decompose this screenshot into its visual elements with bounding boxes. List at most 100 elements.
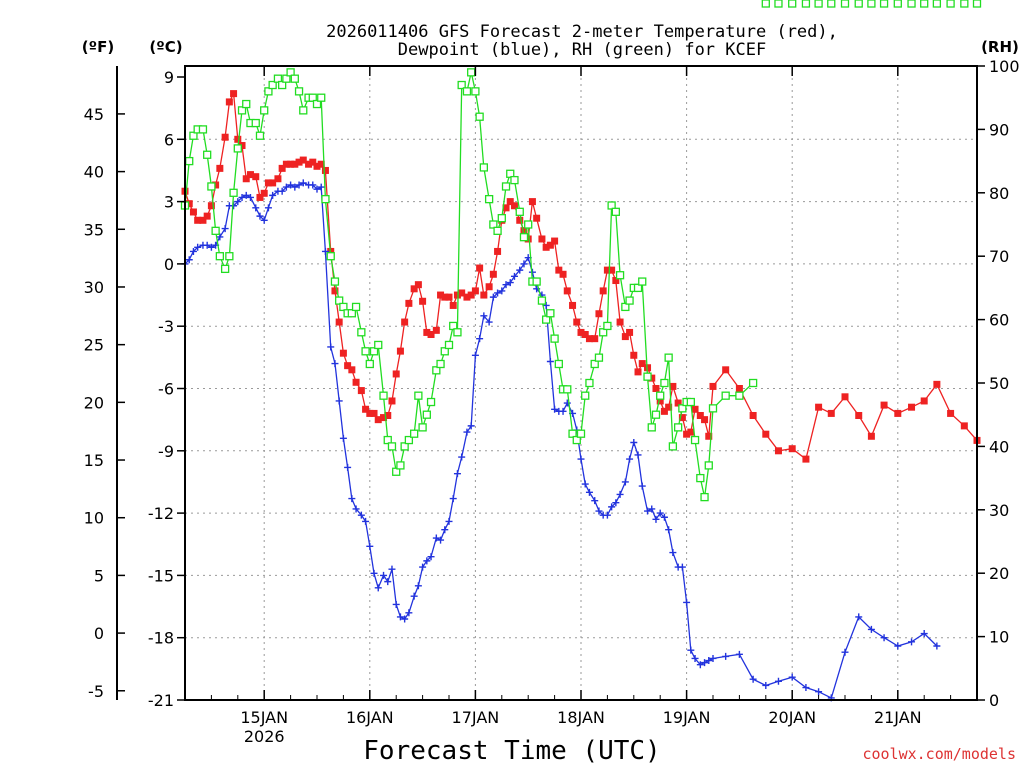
rh-point <box>321 194 330 204</box>
rh-point <box>501 182 511 191</box>
dewpoint-point <box>705 657 713 665</box>
temperature-point <box>696 411 704 419</box>
temperature-point <box>313 162 321 170</box>
temperature-point <box>546 241 554 249</box>
temperature-point <box>467 291 475 299</box>
temperature-point <box>542 243 550 251</box>
dewpoint-point <box>370 569 378 577</box>
temperature-point <box>366 409 374 417</box>
temperature-point <box>652 385 660 392</box>
rh-point <box>854 0 863 8</box>
fahrenheit-tick-label: 15 <box>84 451 104 470</box>
temperature-point <box>380 414 388 422</box>
dewpoint-point <box>616 490 624 498</box>
temperature-point <box>555 266 563 274</box>
dewpoint-point <box>933 642 941 650</box>
temperature-point <box>573 318 581 326</box>
rh-point <box>233 144 242 153</box>
rh-tick-label: 100 <box>989 57 1020 76</box>
rh-point <box>357 328 366 337</box>
rh-point <box>220 264 230 274</box>
temperature-point <box>520 227 528 235</box>
temperature-point <box>788 445 796 453</box>
rh-point <box>594 353 604 362</box>
temperature-point <box>603 266 611 274</box>
rh-point <box>225 252 234 261</box>
rh-unit-label: (RH) <box>981 38 1019 56</box>
temperature-point <box>203 212 211 220</box>
dewpoint-point <box>920 630 928 638</box>
rh-tick-label: 50 <box>989 374 1009 393</box>
rh-point <box>633 283 643 293</box>
dewpoint-point <box>392 600 400 608</box>
dewpoint-point <box>463 428 471 436</box>
temperature-point <box>242 175 250 183</box>
rh-point <box>721 391 730 400</box>
rh-point <box>563 385 572 394</box>
temperature-point <box>264 179 272 187</box>
dewpoint-point <box>485 318 493 326</box>
rh-tick-label: 0 <box>989 691 999 710</box>
rh-point <box>932 0 942 8</box>
temperature-point <box>388 397 396 405</box>
rh-point <box>351 302 361 312</box>
dewpoint-point <box>287 181 295 189</box>
temperature-point <box>485 283 493 291</box>
temperature-point <box>419 297 427 305</box>
rh-point <box>506 169 515 178</box>
temperature-point <box>920 397 928 405</box>
rh-point <box>696 473 705 483</box>
rh-point <box>215 252 224 261</box>
dewpoint-point <box>427 553 435 561</box>
rh-point <box>690 435 700 445</box>
rh-point <box>330 277 340 286</box>
temperature-point <box>709 382 717 390</box>
dewpoint-point <box>449 495 457 503</box>
dewpoint-point <box>317 183 325 191</box>
rh-point <box>299 106 308 115</box>
dewpoint-point <box>867 625 875 633</box>
temperature-point <box>352 378 360 386</box>
rh-point <box>339 302 348 312</box>
rh-point <box>774 0 783 8</box>
rh-point <box>475 112 484 121</box>
dewpoint-point <box>678 563 686 571</box>
dewpoint-point <box>366 542 374 550</box>
dewpoint-point <box>264 204 272 212</box>
rh-point <box>278 80 287 90</box>
dewpoint-point <box>414 582 422 590</box>
rh-point <box>471 87 480 96</box>
temperature-point <box>331 287 339 295</box>
fahrenheit-tick-label: 25 <box>84 336 104 355</box>
dewpoint-point <box>551 405 559 413</box>
rh-point <box>748 378 758 388</box>
fahrenheit-tick-label: -5 <box>88 682 104 701</box>
dewpoint-point <box>722 652 730 660</box>
temperature-point <box>274 175 282 183</box>
dewpoint-point <box>476 335 484 343</box>
dewpoint-point <box>362 517 370 525</box>
rh-point <box>515 207 524 216</box>
rh-point <box>282 74 291 83</box>
temperature-point <box>960 422 968 430</box>
temperature-point <box>880 401 888 409</box>
temperature-point <box>749 411 757 419</box>
rh-point <box>335 296 344 305</box>
rh-point <box>585 378 594 388</box>
dewpoint-point <box>278 187 286 195</box>
rh-tick-label: 80 <box>989 184 1009 203</box>
temperature-point <box>305 160 313 168</box>
dewpoint-point <box>498 287 506 295</box>
x-axis-title: Forecast Time (UTC) <box>363 736 660 766</box>
rh-point <box>211 226 220 235</box>
temperature-point <box>585 335 593 343</box>
dewpoint-point <box>656 509 664 517</box>
fahrenheit-tick-label: 5 <box>94 566 104 585</box>
temperature-point <box>463 293 471 301</box>
dewpoint-point <box>331 360 339 368</box>
rh-point <box>400 442 409 451</box>
rh-point <box>603 321 612 331</box>
dewpoint-point <box>388 565 396 573</box>
fahrenheit-tick-label: 40 <box>84 163 104 182</box>
